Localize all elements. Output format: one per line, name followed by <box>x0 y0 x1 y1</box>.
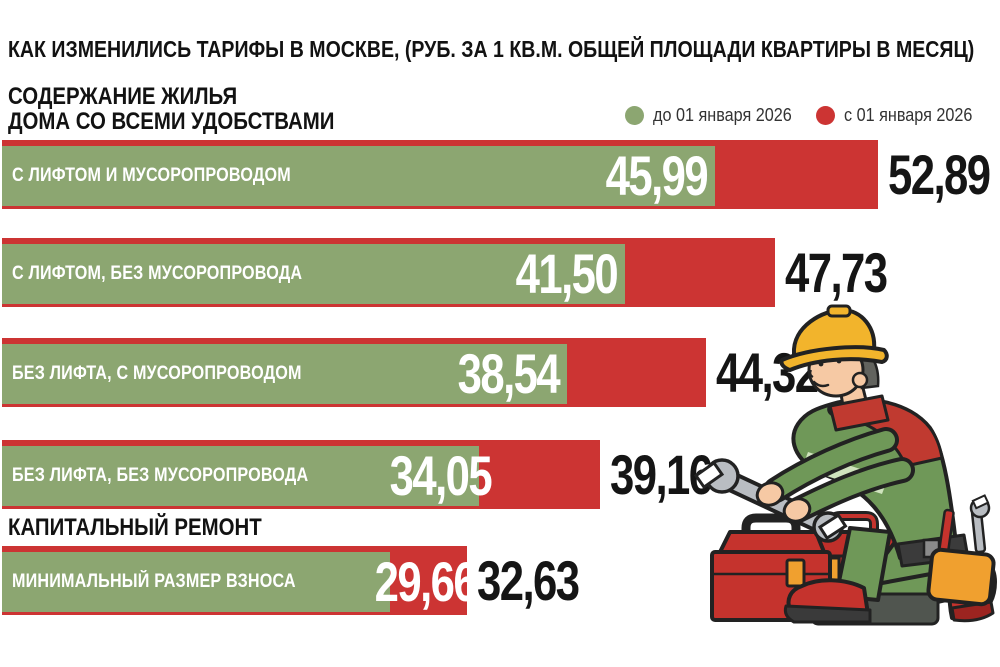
legend-label-after: с 01 января 2026 <box>844 105 973 125</box>
bar-row: С ЛИФТОМ И МУСОРОПРОВОДОМ 45,99 52,89 <box>2 140 1000 209</box>
bar-row: БЕЗ ЛИФТА, С МУСОРОПРОВОДОМ 38,54 44,32 <box>2 338 1000 407</box>
bar-row: БЕЗ ЛИФТА, БЕЗ МУСОРОПРОВОДА 34,05 39,16 <box>2 440 1000 509</box>
bar-before: С ЛИФТОМ И МУСОРОПРОВОДОМ 45,99 <box>2 146 715 206</box>
value-before: 38,54 <box>457 342 560 405</box>
worker-illustration <box>693 304 997 626</box>
section-heading-housing-line2: ДОМА СО ВСЕМИ УДОБСТВАМИ <box>8 108 335 135</box>
bar-category-label: БЕЗ ЛИФТА, С МУСОРОПРОВОДОМ <box>12 363 302 384</box>
spare-wrench-icon <box>969 494 991 554</box>
bar-before: МИНИМАЛЬНЫЙ РАЗМЕР ВЗНОСА 29,66 <box>2 552 478 612</box>
worker-arms <box>755 427 915 523</box>
bar-row: С ЛИФТОМ, БЕЗ МУСОРОПРОВОДА 41,50 47,73 <box>2 238 1000 307</box>
bar-category-label: МИНИМАЛЬНЫЙ РАЗМЕР ВЗНОСА <box>12 571 296 592</box>
bar-category-label: БЕЗ ЛИФТА, БЕЗ МУСОРОПРОВОДА <box>12 465 309 486</box>
legend-dot-before-icon <box>625 106 645 125</box>
bar-category-label: С ЛИФТОМ И МУСОРОПРОВОДОМ <box>12 165 291 186</box>
section-heading-housing-line1: СОДЕРЖАНИЕ ЖИЛЬЯ <box>8 83 238 110</box>
bar-before: БЕЗ ЛИФТА, С МУСОРОПРОВОДОМ 38,54 <box>2 344 567 404</box>
worker-head <box>779 304 890 432</box>
bar-before: С ЛИФТОМ, БЕЗ МУСОРОПРОВОДА 41,50 <box>2 244 625 304</box>
page-title: КАК ИЗМЕНИЛИСЬ ТАРИФЫ В МОСКВЕ, (РУБ. ЗА… <box>8 36 975 62</box>
belt-pouch <box>926 547 996 607</box>
worker-hand <box>782 497 812 523</box>
legend-dot-after-icon <box>816 106 836 125</box>
worker-front-boot <box>783 578 872 624</box>
value-before: 29,66 <box>374 550 477 613</box>
section-heading-housing: СОДЕРЖАНИЕ ЖИЛЬЯ ДОМА СО ВСЕМИ УДОБСТВАМ… <box>8 84 392 134</box>
legend: до 01 января 2026 с 01 января 2026 <box>625 105 987 126</box>
value-before: 41,50 <box>515 242 618 305</box>
value-after: 47,73 <box>785 241 888 304</box>
section-heading-capital-repair: КАПИТАЛЬНЫЙ РЕМОНТ <box>8 514 262 541</box>
legend-label-before: до 01 января 2026 <box>653 105 792 125</box>
value-after: 32,63 <box>477 549 580 612</box>
bar-before: БЕЗ ЛИФТА, БЕЗ МУСОРОПРОВОДА 34,05 <box>2 446 492 506</box>
value-before: 45,99 <box>605 144 708 207</box>
worker-hand <box>755 481 785 507</box>
hard-hat-icon <box>779 304 889 372</box>
bar-row: МИНИМАЛЬНЫЙ РАЗМЕР ВЗНОСА 29,66 32,63 <box>2 546 1000 615</box>
value-after: 52,89 <box>888 143 991 206</box>
bar-category-label: С ЛИФТОМ, БЕЗ МУСОРОПРОВОДА <box>12 263 303 284</box>
tool-belt <box>896 494 996 607</box>
value-before: 34,05 <box>389 444 492 507</box>
